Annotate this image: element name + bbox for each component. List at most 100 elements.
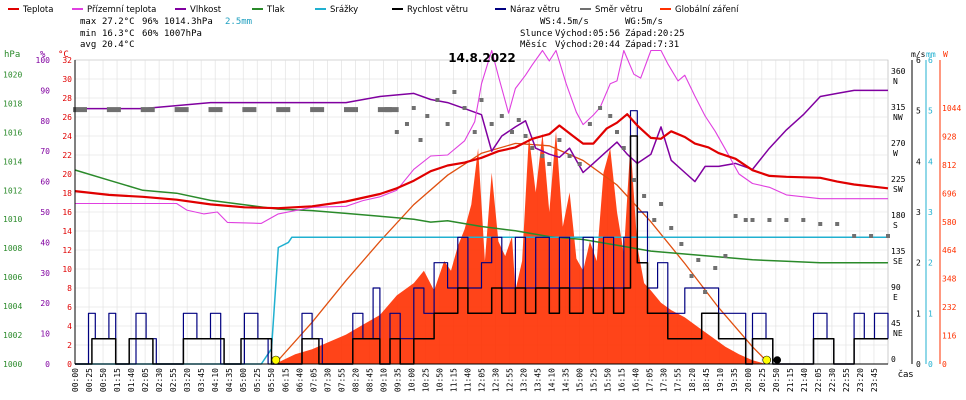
legend-label: Vlhkost <box>190 5 222 15</box>
sunset-text: Západ:20:25 <box>625 29 685 39</box>
humidity-tick: 90 <box>40 86 50 95</box>
pressure-tick: 1010 <box>3 215 22 224</box>
wind-direction-point <box>818 222 823 226</box>
wind-direction-point <box>652 218 657 222</box>
direction-tick: 180 <box>891 211 906 220</box>
humidity-tick: 0 <box>45 360 50 369</box>
wind-direction-point <box>452 90 457 94</box>
temperature-tick: 26 <box>62 113 72 122</box>
moonset-text: Západ:7:31 <box>625 40 679 50</box>
stat-label: avg <box>80 40 96 50</box>
time-tick: 10:25 <box>421 368 430 392</box>
wind-direction-point <box>509 130 514 134</box>
wind-direction-point <box>615 130 619 134</box>
direction-tick-label: SW <box>893 185 903 194</box>
time-tick: 12:05 <box>478 368 487 392</box>
time-tick: 12:55 <box>506 368 515 392</box>
time-tick: 05:50 <box>267 368 276 392</box>
time-tick: 20:00 <box>744 368 753 392</box>
time-tick: 13:45 <box>534 368 543 392</box>
time-tick: 19:10 <box>716 368 725 392</box>
wind-direction-point <box>425 114 430 118</box>
sun-moon-markers <box>271 355 782 365</box>
pressure-tick: 1018 <box>3 99 22 108</box>
rain-tick: 1 <box>928 309 933 318</box>
time-tick: 07:30 <box>323 368 332 392</box>
wind-axis-unit: m/s <box>911 50 926 59</box>
time-tick: 04:35 <box>225 368 234 392</box>
wind-direction-point <box>418 138 423 142</box>
wind-direction-point <box>801 218 806 222</box>
stat-pressure: 1007hPa <box>164 29 202 39</box>
temperature-axis-unit: °C <box>58 50 69 60</box>
moon-label: Měsíc <box>520 40 547 50</box>
time-tick: 17:55 <box>674 368 683 392</box>
time-tick: 22:30 <box>828 368 837 392</box>
time-tick: 05:25 <box>253 368 262 392</box>
time-tick: 00:25 <box>85 368 94 392</box>
temperature-tick: 4 <box>67 322 72 331</box>
pressure-axis-unit: hPa <box>4 50 20 60</box>
wind-direction-point <box>557 138 562 142</box>
time-tick: 14:10 <box>548 368 557 392</box>
temperature-tick: 32 <box>62 56 72 65</box>
legend-label: Globální záření <box>675 5 739 15</box>
time-tick: 23:20 <box>856 368 865 392</box>
sunrise-text: Východ:05:56 <box>555 29 620 39</box>
wind-direction-point <box>479 98 484 102</box>
radiation-area <box>274 131 767 364</box>
time-tick: 22:55 <box>842 368 851 392</box>
pressure-tick: 1020 <box>3 70 22 79</box>
rain-tick: 3 <box>928 208 933 217</box>
time-tick: 15:00 <box>576 368 585 392</box>
chart-legend: Teplota Přízemní teplota Vlhkost Tlak Srážky… <box>8 5 739 15</box>
wind-direction-point <box>621 146 626 150</box>
temperature-tick: 0 <box>67 360 72 369</box>
wind-direction-point <box>384 107 399 113</box>
humidity-tick: 70 <box>40 147 50 156</box>
wind-direction-point <box>723 254 728 258</box>
wind-direction-point <box>208 107 223 113</box>
direction-tick: 315 <box>891 103 906 112</box>
rain-tick: 5 <box>928 107 933 116</box>
time-tick: 07:55 <box>337 368 346 392</box>
radiation-tick: 0 <box>942 360 947 369</box>
wind-direction-point <box>445 122 450 126</box>
time-tick: 10:00 <box>407 368 416 392</box>
wind-direction-point <box>869 234 874 238</box>
wind-speed-tick: 2 <box>916 259 921 268</box>
wind-direction-point <box>435 98 440 102</box>
wind-direction-point <box>499 114 504 118</box>
time-tick: 15:50 <box>604 368 613 392</box>
wind-speed-info: WS:4.5m/s <box>540 17 589 27</box>
humidity-tick: 30 <box>40 269 50 278</box>
time-tick: 09:35 <box>393 368 402 392</box>
time-tick: 16:40 <box>632 368 641 392</box>
time-tick: 00:50 <box>99 368 108 392</box>
direction-tick: 90 <box>891 283 901 292</box>
rain-tick: 4 <box>928 157 933 166</box>
pressure-line <box>74 169 888 264</box>
rain-tick: 0 <box>928 360 933 369</box>
time-tick: 01:40 <box>127 368 136 392</box>
rain-tick: 2 <box>928 259 933 268</box>
pressure-tick: 1004 <box>3 302 22 311</box>
wind-speed-tick: 0 <box>916 360 921 369</box>
temperature-tick: 28 <box>62 94 72 103</box>
direction-tick-label: N <box>893 77 898 86</box>
direction-tick-label: SE <box>893 257 903 266</box>
time-tick: 19:35 <box>730 368 739 392</box>
wind-direction-point <box>547 162 552 166</box>
temperature-tick: 2 <box>67 341 72 350</box>
time-tick: 11:40 <box>463 368 472 392</box>
pressure-tick: 1016 <box>3 128 22 137</box>
stat-temp: 16.3°C <box>102 29 135 39</box>
stat-label: max <box>80 17 97 27</box>
time-tick: 02:05 <box>141 368 150 392</box>
wind-direction-point <box>140 107 155 113</box>
time-tick: 21:40 <box>800 368 809 392</box>
time-tick: 06:40 <box>295 368 304 392</box>
radiation-series <box>274 131 770 365</box>
direction-tick: 0 <box>891 355 896 364</box>
stat-rain: 2.5mm <box>225 17 252 27</box>
